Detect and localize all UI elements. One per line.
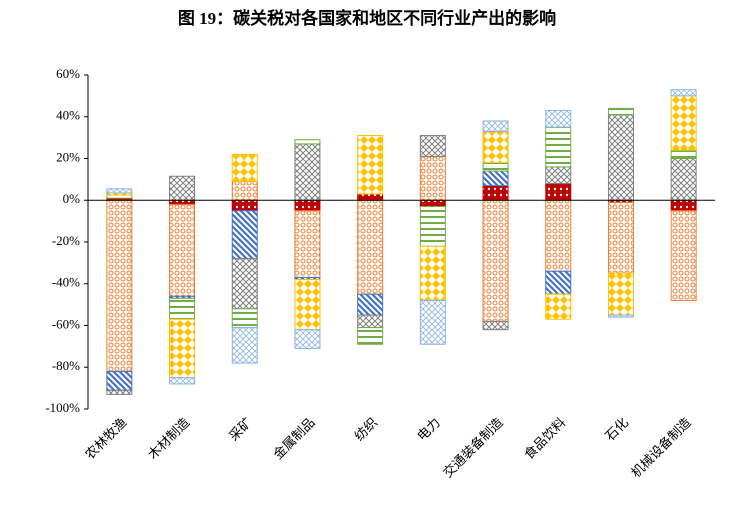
bar-segment	[545, 166, 572, 185]
bar-segment	[106, 389, 133, 395]
bar-segment	[169, 203, 196, 297]
bar-segment	[169, 297, 196, 320]
x-tick-label: 食品饮料	[521, 415, 568, 462]
bar-segment	[670, 149, 697, 159]
bar-segment	[106, 370, 133, 391]
bar-segment	[607, 107, 634, 116]
bar-segment	[169, 175, 196, 201]
bar-segment	[482, 320, 509, 331]
bar-segment	[357, 193, 384, 201]
bar-segment	[545, 109, 572, 128]
bar-segment	[294, 139, 321, 145]
x-tick-label: 金属制品	[270, 415, 317, 462]
bar-segment	[545, 199, 572, 272]
bar-segment	[231, 258, 258, 310]
bar-segment	[482, 120, 509, 132]
bar-segment	[670, 158, 697, 201]
y-tick-label: -80%	[52, 358, 80, 373]
bar-segment	[419, 155, 446, 201]
bar-segment	[545, 293, 572, 320]
x-tick-label: 交通装备制造	[440, 415, 506, 481]
bar-segment	[545, 270, 572, 295]
x-tick-label: 农林牧渔	[82, 415, 129, 462]
bar-segment	[357, 293, 384, 316]
bar-segment	[670, 95, 697, 151]
bar-segment	[106, 188, 133, 194]
bar-segment	[169, 377, 196, 385]
chart-title: 图 19：碳关税对各国家和地区不同行业产出的影响	[178, 8, 556, 28]
y-tick-label: -40%	[52, 275, 80, 290]
bar-segment	[482, 185, 509, 201]
x-tick-label: 采矿	[226, 415, 255, 444]
bar-segment	[482, 162, 509, 172]
x-tick-label: 机械设备制造	[628, 415, 694, 481]
bar-segment	[357, 199, 384, 295]
bar-segment	[294, 329, 321, 349]
bar-segment	[607, 201, 634, 274]
y-tick-label: 0%	[63, 191, 81, 206]
bar-segment	[357, 135, 384, 195]
bar-segment	[607, 272, 634, 316]
y-tick-label: 20%	[56, 149, 80, 164]
bar-segment	[545, 126, 572, 168]
y-tick-label: 40%	[56, 108, 80, 123]
bar-segment	[169, 199, 196, 205]
bar-segment	[419, 135, 446, 157]
bar-segment	[670, 199, 697, 212]
bar-segment	[231, 153, 258, 182]
bar-segment	[294, 279, 321, 331]
x-tick-label: 纺织	[351, 415, 380, 444]
y-tick-label: 60%	[56, 66, 80, 81]
bar-segment	[294, 210, 321, 278]
bar-segment	[482, 130, 509, 164]
x-tick-label: 石化	[602, 415, 631, 444]
y-tick-label: -20%	[52, 233, 80, 248]
bar-segment	[419, 206, 446, 247]
bar-segment	[231, 180, 258, 201]
bar-segment	[670, 210, 697, 301]
x-tick-label: 电力	[414, 415, 443, 444]
bar-segment	[482, 199, 509, 322]
bar-segment	[294, 199, 321, 212]
bar-segment	[106, 199, 133, 372]
bar-segment	[607, 314, 634, 318]
bar-segment	[294, 143, 321, 201]
y-tick-label: -60%	[52, 316, 80, 331]
bar-segment	[545, 183, 572, 201]
bar-segment	[482, 170, 509, 187]
bar-segment	[357, 327, 384, 345]
bar-segment	[231, 199, 258, 212]
bar-segment	[607, 114, 634, 201]
bar-segment	[419, 245, 446, 301]
bar-segment	[231, 327, 258, 364]
bar-segment	[357, 314, 384, 329]
bar-segment	[169, 318, 196, 379]
y-tick-label: -100%	[45, 400, 80, 415]
bar-segment	[231, 308, 258, 329]
bar-segment	[670, 89, 697, 97]
bar-segment	[231, 210, 258, 260]
bar-segment	[419, 299, 446, 345]
x-tick-label: 木材制造	[145, 415, 192, 462]
bar-segment	[419, 199, 446, 208]
